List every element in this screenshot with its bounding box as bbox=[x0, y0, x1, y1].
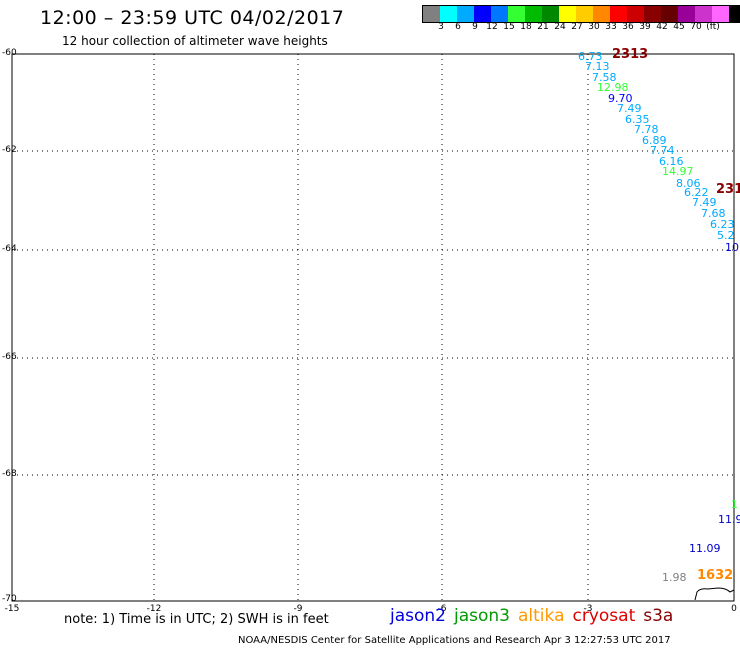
legend-swatch bbox=[644, 6, 661, 22]
wave-height-label: 6.16 bbox=[659, 155, 684, 168]
wave-height-label: 6.35 bbox=[625, 113, 650, 126]
footer-credit: NOAA/NESDIS Center for Satellite Applica… bbox=[238, 635, 671, 646]
legend-swatch bbox=[457, 6, 474, 22]
wave-height-label: 14.97 bbox=[662, 165, 694, 178]
legend-swatch bbox=[525, 6, 542, 22]
longitude-label: 0 bbox=[731, 604, 737, 614]
legend-label: 9 bbox=[472, 22, 478, 32]
plot-frame bbox=[11, 53, 735, 602]
legend-swatch bbox=[729, 6, 740, 22]
wave-height-label: 11.09 bbox=[689, 542, 721, 555]
legend-label: 27 bbox=[571, 22, 583, 32]
map-title: 12:00 – 23:59 UTC 04/02/2017 bbox=[40, 7, 345, 29]
legend-label: 12 bbox=[486, 22, 498, 32]
legend-swatch bbox=[491, 6, 508, 22]
map-subtitle: 12 hour collection of altimeter wave hei… bbox=[62, 34, 328, 48]
legend-swatch bbox=[474, 6, 491, 22]
legend-swatch bbox=[610, 6, 627, 22]
grid-lines bbox=[12, 54, 734, 600]
satellite-legend: jason2 jason3 altika cryosat s3a bbox=[390, 606, 681, 626]
legend-label: 30 bbox=[588, 22, 600, 32]
wave-height-label: 6.89 bbox=[642, 134, 667, 147]
color-legend bbox=[422, 5, 740, 23]
wave-height-label: 11.9 bbox=[718, 513, 740, 526]
legend-label: 21 bbox=[537, 22, 549, 32]
wave-height-label: 7.58 bbox=[592, 71, 617, 84]
legend-label: 15 bbox=[503, 22, 515, 32]
legend-label: 45 bbox=[673, 22, 685, 32]
satellite-name: jason3 bbox=[454, 606, 510, 626]
wave-height-label: 7.74 bbox=[650, 144, 675, 157]
longitude-label: -3 bbox=[583, 604, 593, 614]
legend-swatch bbox=[661, 6, 678, 22]
longitude-label: -15 bbox=[4, 604, 20, 614]
latitude-label: -66 bbox=[2, 352, 17, 362]
legend-swatch bbox=[508, 6, 525, 22]
wave-height-label: 1.98 bbox=[662, 571, 687, 584]
latitude-label: -70 bbox=[2, 594, 17, 604]
legend-swatch bbox=[678, 6, 695, 22]
legend-label: 24 bbox=[554, 22, 566, 32]
wave-height-label: 6.73 bbox=[578, 50, 603, 63]
legend-label: 70 bbox=[690, 22, 702, 32]
legend-label: 36 bbox=[622, 22, 634, 32]
legend-label: 18 bbox=[520, 22, 532, 32]
pass-id-label: 1632 bbox=[697, 568, 734, 583]
legend-label: 3 bbox=[438, 22, 444, 32]
longitude-label: -6 bbox=[437, 604, 447, 614]
wave-height-label: 7.68 bbox=[701, 207, 726, 220]
wave-height-label: 7.13 bbox=[585, 60, 610, 73]
legend-label: 33 bbox=[605, 22, 617, 32]
legend-label: (ft) bbox=[706, 22, 720, 32]
satellite-name: cryosat bbox=[572, 606, 636, 626]
wave-height-label: 6.23 bbox=[710, 218, 735, 231]
legend-swatch bbox=[712, 6, 729, 22]
wave-height-label: 1 bbox=[731, 498, 738, 511]
wave-height-label: 9.70 bbox=[608, 92, 633, 105]
legend-label: 6 bbox=[455, 22, 461, 32]
wave-height-label: 12.98 bbox=[597, 81, 629, 94]
legend-swatch bbox=[627, 6, 644, 22]
wave-height-label: 6.22 bbox=[684, 186, 709, 199]
latitude-label: -68 bbox=[2, 469, 17, 479]
legend-swatch bbox=[423, 6, 440, 22]
pass-id-label: 231 bbox=[716, 182, 740, 197]
latitude-label: -60 bbox=[2, 48, 17, 58]
footer-note: note: 1) Time is in UTC; 2) SWH is in fe… bbox=[64, 612, 329, 627]
wave-height-label: 7.49 bbox=[617, 102, 642, 115]
legend-label: 42 bbox=[656, 22, 668, 32]
legend-swatch bbox=[440, 6, 457, 22]
wave-height-label: 10 bbox=[725, 241, 739, 254]
pass-id-label: 2313 bbox=[612, 47, 649, 62]
wave-height-label: 7.49 bbox=[692, 196, 717, 209]
legend-swatch bbox=[576, 6, 593, 22]
wave-height-label: 5.2 bbox=[717, 229, 735, 242]
legend-swatch bbox=[695, 6, 712, 22]
longitude-label: -12 bbox=[146, 604, 162, 614]
legend-swatch bbox=[559, 6, 576, 22]
legend-swatch bbox=[542, 6, 559, 22]
legend-swatch bbox=[593, 6, 610, 22]
wave-height-label: 7.78 bbox=[634, 123, 659, 136]
color-legend-labels: 3 6 9 12 15 18 21 24 27 30 33 36 39 42 45 70 (ft) bbox=[422, 22, 740, 34]
longitude-label: -9 bbox=[293, 604, 303, 614]
legend-label: 39 bbox=[639, 22, 651, 32]
satellite-name: jason2 bbox=[390, 606, 446, 626]
latitude-label: -64 bbox=[2, 244, 17, 254]
wave-height-label: 8.06 bbox=[676, 177, 701, 190]
latitude-label: -62 bbox=[2, 145, 17, 155]
satellite-name: altika bbox=[518, 606, 565, 626]
coastline bbox=[694, 587, 735, 601]
satellite-name: s3a bbox=[643, 606, 674, 626]
